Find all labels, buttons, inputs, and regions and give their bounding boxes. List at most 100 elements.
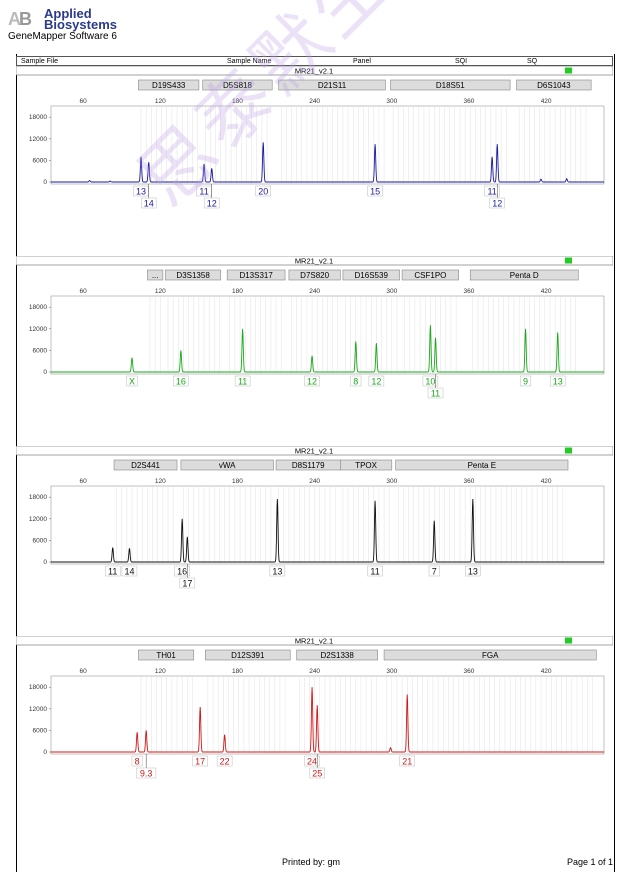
marker-bin-box (516, 79, 592, 91)
y-tick-label: 18000 (29, 494, 47, 501)
allele-label: 11 (199, 187, 208, 197)
y-tick-label: 6000 (33, 157, 48, 164)
x-tick-label: 300 (386, 478, 397, 485)
x-tick-label: 360 (464, 98, 475, 105)
x-tick-label: 420 (541, 98, 552, 105)
allele-label: 12 (307, 377, 317, 387)
column-sq: SQ (527, 58, 538, 65)
allele-label: 11 (431, 389, 440, 399)
title-bar (16, 636, 613, 646)
marker-label: D2S1338 (320, 651, 354, 660)
allele-label: 15 (370, 187, 380, 197)
allele-label-box (126, 375, 138, 387)
report-frame (16, 54, 615, 872)
column-sample-name: Sample Name (227, 58, 272, 65)
allele-label: 8 (353, 377, 358, 387)
marker-label: D16S539 (355, 271, 389, 280)
allele-label-box (549, 375, 566, 387)
printed-by: Printed by: gm (282, 857, 341, 867)
x-tick-label: 300 (386, 98, 397, 105)
marker-label: D13S317 (239, 271, 273, 280)
marker-bin-box (180, 459, 274, 471)
allele-label-box (484, 185, 500, 197)
column-sqi: SQI (455, 58, 468, 65)
y-tick-label: 18000 (29, 304, 47, 311)
marker-label: Penta E (468, 461, 496, 470)
allele-label-box (174, 565, 190, 577)
plot-area (50, 485, 605, 565)
allele-label-box (121, 565, 138, 577)
marker-bin-box (342, 269, 400, 281)
marker-label: D2S441 (131, 461, 160, 470)
signal-trace (51, 498, 604, 563)
title-bar (16, 256, 613, 266)
software-title: GeneMapper Software 6 (8, 31, 117, 42)
marker-label: TPOX (355, 461, 377, 470)
marker-bin-box (202, 79, 273, 91)
y-tick-label: 18000 (29, 114, 47, 121)
allele-label-box (399, 755, 415, 767)
x-tick-label: 240 (309, 478, 320, 485)
marker-bin-box (113, 459, 178, 471)
allele-label: 17 (195, 757, 205, 767)
panel-title: MR21_v2.1 (295, 67, 333, 76)
allele-label-box (179, 577, 196, 589)
allele-label-box (350, 375, 362, 387)
marker-bin-box (395, 459, 569, 471)
marker-bin-box (138, 79, 200, 91)
marker-bin-box (401, 269, 459, 281)
y-tick-label: 0 (43, 369, 47, 376)
allele-label: 20 (258, 187, 268, 197)
x-tick-label: 420 (541, 668, 552, 675)
y-tick-label: 18000 (29, 684, 47, 691)
x-tick-label: 60 (80, 668, 88, 675)
status-indicator-icon (565, 637, 572, 644)
marker-label: vWA (219, 461, 236, 470)
marker-label: CSF1PO (414, 271, 446, 280)
title-bar (16, 446, 613, 456)
allele-label: 17 (182, 579, 192, 589)
allele-label: 13 (553, 377, 563, 387)
allele-label: 22 (220, 757, 230, 767)
allele-label: 13 (136, 187, 146, 197)
electropherogram-blue: MR21_v2.1 D19S433 D5S818 D21S11 D18S51 D6S104… (16, 66, 613, 209)
y-tick-label: 0 (43, 559, 47, 566)
allele-label: 16 (176, 377, 186, 387)
electropherogram-black: MR21_v2.1 D2S441 vWA D8S1179 TPOX Penta E 60 12… (16, 446, 613, 589)
marker-label: D12S391 (231, 651, 265, 660)
x-tick-label: 360 (464, 668, 475, 675)
plot-area (50, 675, 605, 755)
y-tick-label: 12000 (29, 136, 47, 143)
page-number: Page 1 of 1 (567, 857, 614, 867)
allele-label-box (309, 767, 325, 779)
x-tick-label: 420 (541, 478, 552, 485)
x-tick-label: 180 (232, 478, 243, 485)
marker-label: D19S433 (152, 81, 186, 90)
allele-label-box (192, 755, 208, 767)
allele-label-box (304, 755, 320, 767)
marker-label: Penta D (510, 271, 539, 280)
allele-label-box (136, 767, 157, 779)
allele-label: 11 (108, 567, 117, 577)
svg-text:B: B (19, 9, 32, 29)
allele-label-box (367, 185, 383, 197)
allele-label-box (428, 565, 440, 577)
allele-label: 12 (371, 377, 381, 387)
marker-bin-box (138, 649, 195, 661)
marker-bin-box (383, 649, 597, 661)
signal-trace (51, 325, 604, 373)
x-tick-label: 240 (309, 668, 320, 675)
electropherogram-green: MR21_v2.1... D3S1358 D13S317 D7S820 D16S539 C… (16, 256, 613, 399)
x-tick-label: 240 (309, 288, 320, 295)
signal-trace (51, 142, 604, 183)
allele-label: 7 (432, 567, 437, 577)
allele-label-box (140, 197, 157, 209)
x-tick-label: 300 (386, 288, 397, 295)
x-tick-label: 420 (541, 288, 552, 295)
column-sample-file: Sample File (21, 58, 58, 65)
status-indicator-icon (565, 447, 572, 454)
allele-label-box (131, 755, 143, 767)
marker-bin-box (165, 269, 222, 281)
marker-bin-box (205, 649, 291, 661)
allele-label: 12 (207, 199, 217, 209)
